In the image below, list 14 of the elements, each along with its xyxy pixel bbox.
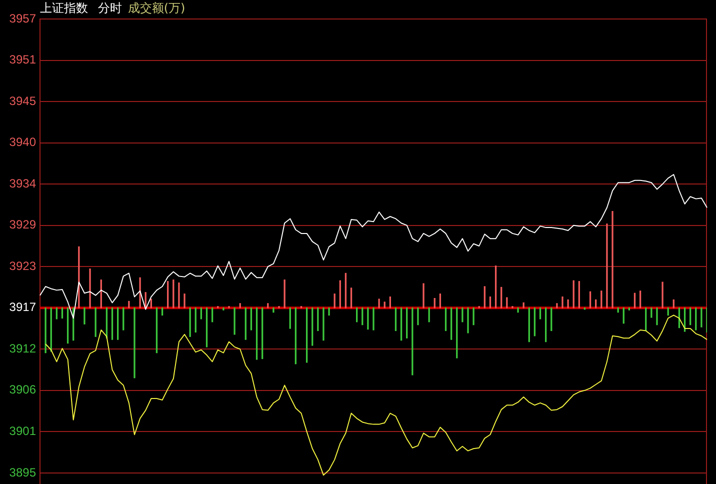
y-tick-label: 3957: [9, 11, 36, 26]
y-tick-label: 3951: [9, 52, 36, 67]
y-tick-label: 3917: [9, 300, 36, 314]
y-tick-label: 3940: [9, 135, 36, 150]
y-tick-label: 3895: [9, 465, 36, 480]
chart-title: 上证指数 分时: [40, 1, 122, 15]
y-tick-label: 3929: [9, 218, 36, 232]
y-tick-label: 3923: [9, 258, 36, 273]
y-tick-label: 3912: [9, 341, 36, 356]
y-tick-label: 3945: [9, 94, 36, 108]
chart-subtitle: 成交额(万): [128, 1, 186, 15]
y-tick-label: 3901: [9, 424, 36, 438]
y-tick-label: 3934: [9, 176, 36, 190]
y-tick-label: 3906: [9, 382, 36, 397]
